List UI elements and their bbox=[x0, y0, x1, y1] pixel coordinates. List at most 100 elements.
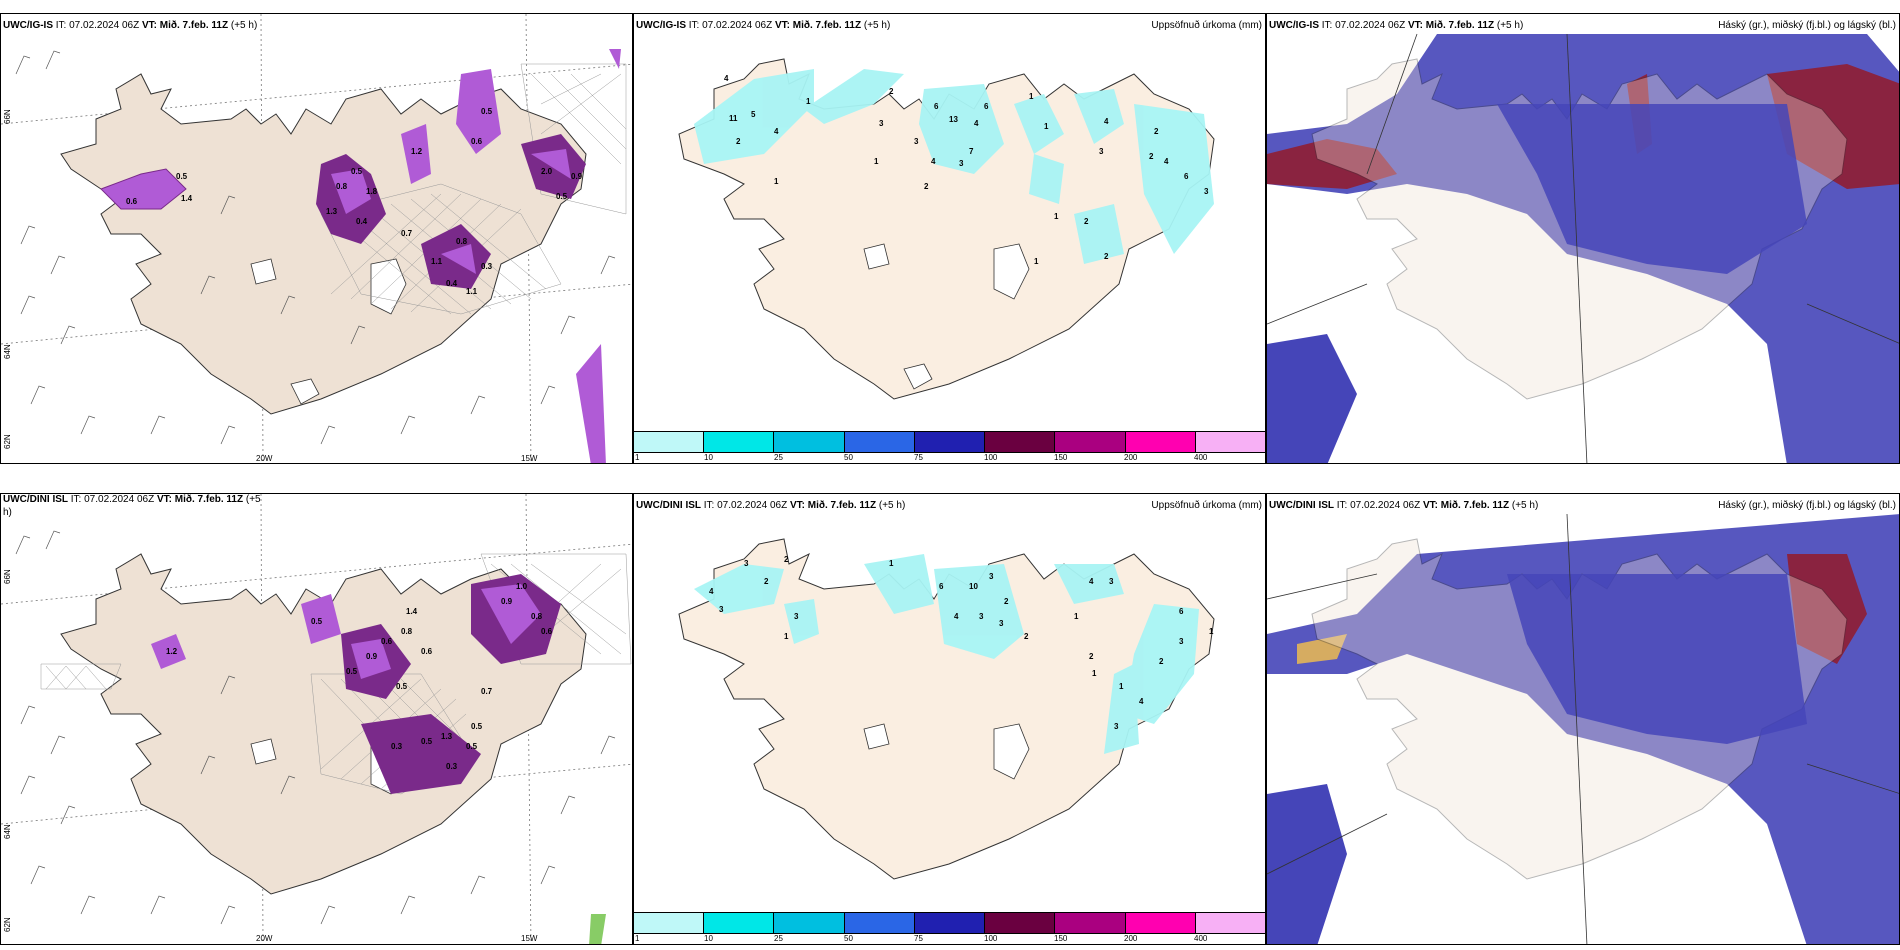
vt-value: Mið. 7.feb. 11Z bbox=[792, 20, 862, 31]
colorbar-swatch bbox=[1125, 913, 1196, 933]
snow-value: 0.5 bbox=[351, 167, 363, 176]
snow-value: 0.9 bbox=[501, 597, 513, 606]
snow-value: 1.1 bbox=[431, 257, 443, 266]
colorbar-label: 75 bbox=[914, 453, 923, 462]
vt-label: VT: bbox=[156, 494, 172, 505]
it-label: IT: bbox=[703, 500, 715, 511]
panel-bottom-mid: 3 2 4 3 2 3 1 1 6 10 3 2 4 3 3 2 1 4 3 6… bbox=[633, 493, 1266, 945]
precip-value: 13 bbox=[949, 115, 958, 124]
field-title: Uppsöfnuð úrkoma (mm) bbox=[1151, 500, 1262, 511]
model-name: UWC/DINI ISL bbox=[3, 494, 68, 505]
lead-time-wrap: h) bbox=[3, 507, 12, 518]
map-bottom-left: 1.2 0.5 0.9 0.6 0.5 1.4 0.8 0.6 0.5 0.3 … bbox=[1, 494, 632, 944]
colorbar-label: 75 bbox=[914, 934, 923, 943]
colorbar-swatch bbox=[774, 432, 845, 452]
it-value: 07.02.2024 06Z bbox=[702, 20, 773, 31]
precip-value: 2 bbox=[1084, 217, 1089, 226]
snow-value: 0.5 bbox=[176, 172, 188, 181]
colorbar-swatch bbox=[1195, 432, 1265, 452]
precip-value: 3 bbox=[959, 159, 964, 168]
precip-value: 6 bbox=[934, 102, 939, 111]
panel-title: UWC/IG-IS IT: 07.02.2024 06Z VT: Mið. 7.… bbox=[636, 20, 890, 31]
precip-value: 4 bbox=[1139, 697, 1144, 706]
colorbar-swatch bbox=[844, 432, 915, 452]
snow-value: 0.6 bbox=[471, 137, 483, 146]
snow-value: 0.6 bbox=[126, 197, 138, 206]
snow-value: 0.5 bbox=[346, 667, 358, 676]
colorbar-swatch bbox=[985, 913, 1056, 933]
precip-value: 2 bbox=[1154, 127, 1159, 136]
snow-value: 1.4 bbox=[406, 607, 418, 616]
precip-value: 1 bbox=[1074, 612, 1079, 621]
precip-value: 6 bbox=[939, 582, 944, 591]
it-label: IT: bbox=[688, 20, 700, 31]
snow-value: 1.3 bbox=[441, 732, 453, 741]
snow-value: 0.5 bbox=[466, 742, 478, 751]
colorbar-label: 150 bbox=[1054, 453, 1068, 462]
colorbar-label: 1 bbox=[635, 453, 640, 462]
snow-labels: 1.2 0.5 0.9 0.6 0.5 1.4 0.8 0.6 0.5 0.3 … bbox=[166, 582, 553, 771]
snow-value: 2.0 bbox=[541, 167, 553, 176]
precip-value: 3 bbox=[879, 119, 884, 128]
precip-value: 4 bbox=[1104, 117, 1109, 126]
lead-time: (+5 h) bbox=[1511, 500, 1539, 511]
panel-top-right: UWC/IG-IS IT: 07.02.2024 06Z VT: Mið. 7.… bbox=[1266, 13, 1900, 464]
vt-value: Mið. 7.feb. 11Z bbox=[174, 494, 244, 505]
precip-value: 4 bbox=[931, 157, 936, 166]
colorbar-swatch bbox=[985, 432, 1056, 452]
precip-value: 1 bbox=[889, 559, 894, 568]
colorbar-swatch bbox=[1195, 913, 1265, 933]
precip-value: 4 bbox=[1164, 157, 1169, 166]
it-value: 07.02.2024 06Z bbox=[1350, 500, 1421, 511]
vt-value: Mið. 7.feb. 11Z bbox=[1440, 500, 1510, 511]
snow-value: 0.7 bbox=[481, 687, 493, 696]
colorbar-label: 400 bbox=[1194, 934, 1208, 943]
field-title: Háský (gr.), miðský (fj.bl.) og lágský (… bbox=[1718, 20, 1896, 31]
snow-value: 0.7 bbox=[401, 229, 413, 238]
panel-top-mid: 4 11 5 4 2 1 1 3 2 6 13 6 1 4 3 3 4 7 1 … bbox=[633, 13, 1266, 464]
colorbar-swatch bbox=[774, 913, 845, 933]
colorbar-label: 10 bbox=[704, 934, 713, 943]
precip-value: 2 bbox=[784, 555, 789, 564]
snow-value: 0.5 bbox=[556, 192, 568, 201]
snow-value: 0.6 bbox=[381, 637, 393, 646]
snow-value: 0.5 bbox=[396, 682, 408, 691]
lat-label: 66N bbox=[3, 569, 12, 584]
lon-label: 15W bbox=[521, 934, 538, 943]
precip-value: 1 bbox=[784, 632, 789, 641]
snow-value: 0.5 bbox=[471, 722, 483, 731]
precip-value: 1 bbox=[1209, 627, 1214, 636]
it-value: 07.02.2024 06Z bbox=[717, 500, 788, 511]
precip-value: 1 bbox=[1092, 669, 1097, 678]
colorbar-swatch bbox=[1055, 432, 1126, 452]
panel-title: UWC/DINI ISL IT: 07.02.2024 06Z VT: Mið.… bbox=[3, 494, 261, 505]
precip-labels: 4 11 5 4 2 1 1 3 2 6 13 6 1 4 3 3 4 7 1 … bbox=[724, 74, 1209, 266]
precip-value: 4 bbox=[1089, 577, 1094, 586]
snow-value: 0.5 bbox=[481, 107, 493, 116]
precip-value: 2 bbox=[764, 577, 769, 586]
panel-title: UWC/DINI ISL IT: 07.02.2024 06Z VT: Mið.… bbox=[1269, 500, 1538, 511]
precip-value: 1 bbox=[1044, 122, 1049, 131]
lat-label: 62N bbox=[3, 434, 12, 449]
colorbar-label: 50 bbox=[844, 453, 853, 462]
snow-value: 0.5 bbox=[311, 617, 323, 626]
lead-time: (+5 h) bbox=[863, 20, 891, 31]
colorbar-label: 100 bbox=[984, 453, 998, 462]
panel-top-left: 0.6 1.4 0.5 0.8 0.5 1.3 1.8 1.2 0.7 0.4 … bbox=[0, 13, 633, 464]
precip-value: 3 bbox=[794, 612, 799, 621]
colorbar-swatch bbox=[1055, 913, 1126, 933]
precip-value: 3 bbox=[1204, 187, 1209, 196]
precip-value: 4 bbox=[954, 612, 959, 621]
it-label: IT: bbox=[1336, 500, 1348, 511]
map-top-mid: 4 11 5 4 2 1 1 3 2 6 13 6 1 4 3 3 4 7 1 … bbox=[678, 58, 1215, 400]
snow-value: 0.8 bbox=[401, 627, 413, 636]
snow-value: 0.3 bbox=[481, 262, 493, 271]
field-title: Uppsöfnuð úrkoma (mm) bbox=[1151, 20, 1262, 31]
colorbar-swatch bbox=[914, 432, 986, 452]
it-label: IT: bbox=[1321, 20, 1333, 31]
colorbar-swatch bbox=[634, 432, 705, 452]
panel-title: UWC/DINI ISL IT: 07.02.2024 06Z VT: Mið.… bbox=[636, 500, 905, 511]
panel-title: UWC/IG-IS IT: 07.02.2024 06Z VT: Mið. 7.… bbox=[3, 20, 257, 31]
precip-value: 3 bbox=[744, 559, 749, 568]
it-label: IT: bbox=[70, 494, 82, 505]
